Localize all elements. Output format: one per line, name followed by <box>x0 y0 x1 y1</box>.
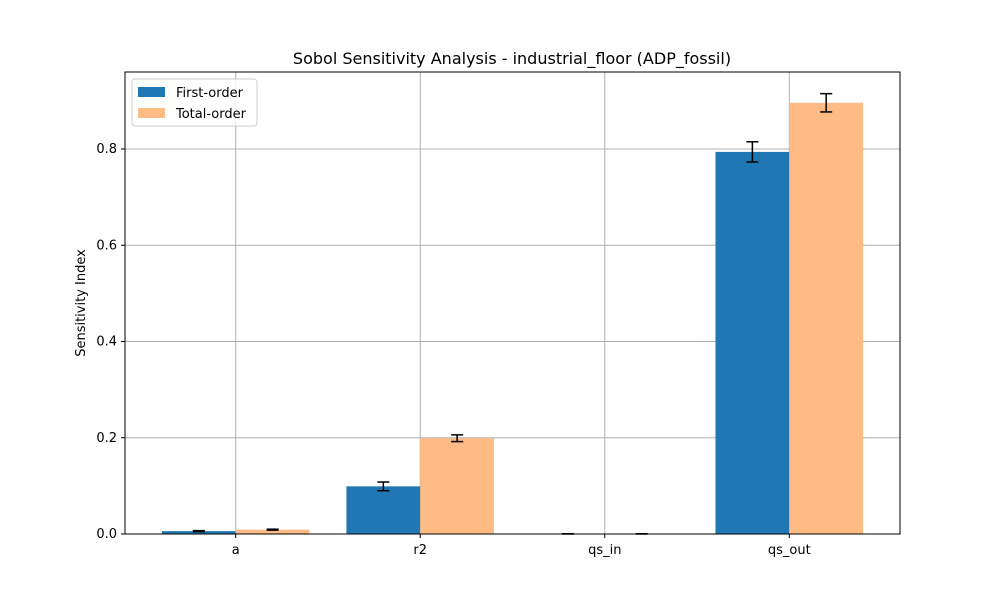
bar-total-order <box>420 438 495 534</box>
axis-ticks: 0.0 0.2 0.4 0.6 0.8 a r2 qs_in qs_out <box>96 142 810 558</box>
bars <box>161 102 864 535</box>
x-tick-label: r2 <box>413 543 427 558</box>
chart-title: Sobol Sensitivity Analysis - industrial_… <box>293 49 731 69</box>
bar-first-order <box>161 531 236 534</box>
y-axis-label: Sensitivity Index <box>74 249 89 357</box>
y-tick-label: 0.8 <box>96 142 117 157</box>
legend-swatch <box>138 87 165 97</box>
legend: First-order Total-order <box>131 78 258 127</box>
legend-label: Total-order <box>175 107 247 122</box>
bar-total-order <box>789 102 864 535</box>
x-tick-label: a <box>232 543 240 558</box>
x-tick-label: qs_in <box>588 543 621 558</box>
y-tick-label: 0.0 <box>96 527 117 542</box>
x-tick-label: qs_out <box>768 543 811 558</box>
legend-swatch <box>138 108 165 118</box>
bar-total-order <box>235 529 310 534</box>
bar-first-order <box>715 151 790 534</box>
y-tick-label: 0.2 <box>96 431 117 446</box>
y-tick-label: 0.6 <box>96 238 117 253</box>
y-tick-label: 0.4 <box>96 335 117 350</box>
plot-frame <box>124 71 901 535</box>
legend-label: First-order <box>176 86 244 101</box>
bar-first-order <box>346 486 421 534</box>
